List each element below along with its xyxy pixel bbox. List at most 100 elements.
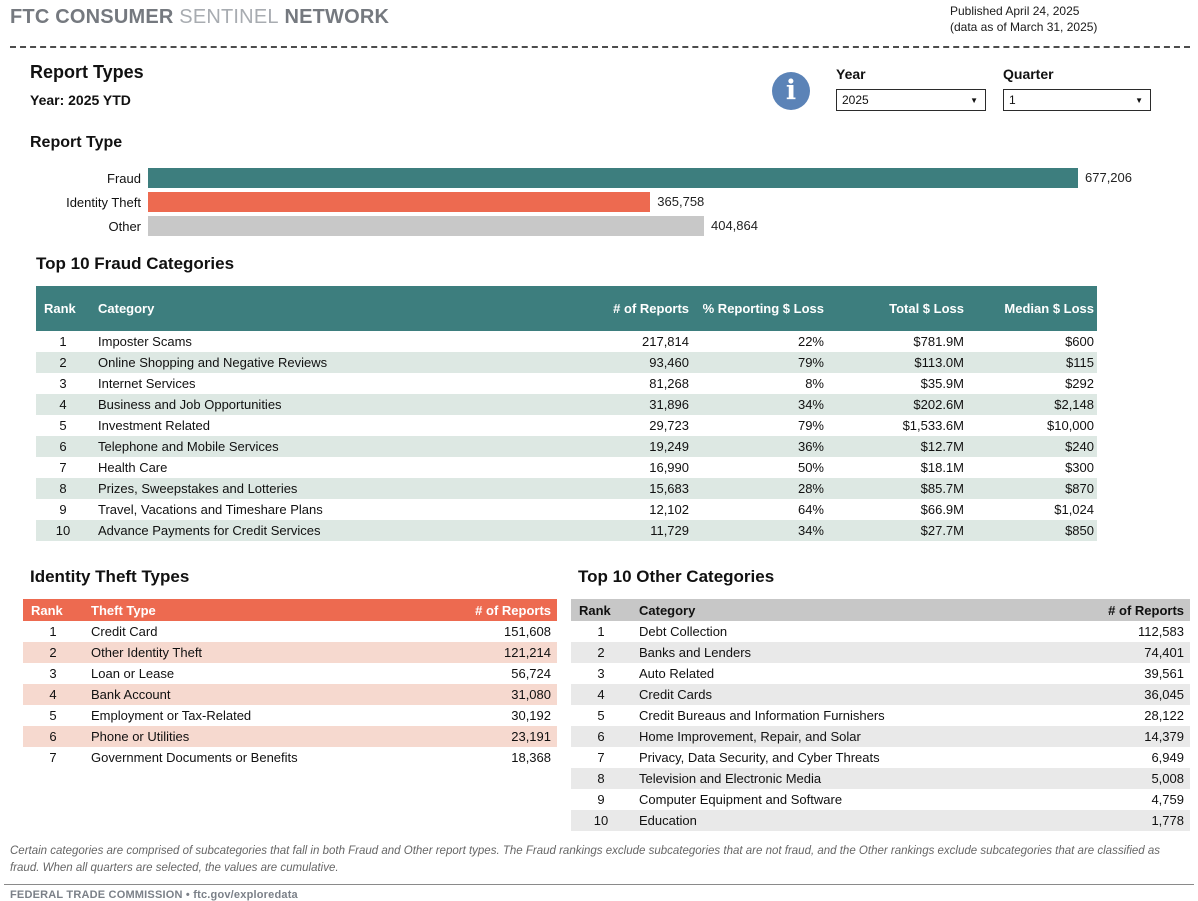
table-cell: Banks and Lenders bbox=[639, 645, 752, 660]
info-icon[interactable] bbox=[772, 72, 810, 110]
table-cell: Government Documents or Benefits bbox=[91, 750, 298, 765]
table-cell: Other Identity Theft bbox=[91, 645, 203, 660]
table-cell: 81,268 bbox=[649, 376, 689, 391]
table-cell: $12.7M bbox=[920, 439, 964, 454]
table-row[interactable]: 10 Education 1,778 bbox=[571, 810, 1190, 831]
bar-value-label: 365,758 bbox=[657, 194, 705, 209]
year-select[interactable]: 2025 ▼ bbox=[836, 89, 986, 111]
identity-theft-section: Identity Theft Types Rank Theft Type # of … bbox=[23, 567, 557, 831]
table-row[interactable]: 7 Government Documents or Benefits 18,368 bbox=[23, 747, 557, 768]
table-cell: 28,122 bbox=[1144, 708, 1184, 723]
table-cell: 6,949 bbox=[1151, 750, 1184, 765]
table-header-row: Rank Category # of Reports bbox=[571, 599, 1190, 621]
table-row[interactable]: 9 Computer Equipment and Software 4,759 bbox=[571, 789, 1190, 810]
table-cell: $66.9M bbox=[920, 502, 964, 517]
column-header: Theft Type bbox=[91, 602, 156, 618]
table-row[interactable]: 1 Debt Collection 112,583 bbox=[571, 621, 1190, 642]
table-cell: 9 bbox=[597, 792, 605, 807]
table-cell: 1 bbox=[49, 624, 57, 639]
table-cell: 4 bbox=[49, 687, 57, 702]
table-row[interactable]: 7 Health Care 16,990 50% $18.1M $300 bbox=[36, 457, 1097, 478]
column-header: Category bbox=[98, 301, 155, 316]
table-row[interactable]: 6 Phone or Utilities 23,191 bbox=[23, 726, 557, 747]
table-cell: $202.6M bbox=[913, 397, 964, 412]
table-row[interactable]: 2 Online Shopping and Negative Reviews 93,… bbox=[36, 352, 1097, 373]
quarter-select[interactable]: 1 ▼ bbox=[1003, 89, 1151, 111]
other-categories-table: Rank Category # of Reports 1 Debt Collectio… bbox=[571, 599, 1190, 831]
table-row[interactable]: 4 Credit Cards 36,045 bbox=[571, 684, 1190, 705]
table-cell: 7 bbox=[49, 750, 57, 765]
table-cell: 1 bbox=[59, 334, 67, 349]
table-cell: Auto Related bbox=[639, 666, 715, 681]
table-cell: 6 bbox=[59, 439, 67, 454]
table-cell: Imposter Scams bbox=[98, 334, 192, 349]
bar-other[interactable] bbox=[148, 216, 704, 236]
column-header: # of Reports bbox=[1108, 602, 1184, 618]
table-cell: 15,683 bbox=[649, 481, 689, 496]
table-cell: $850 bbox=[1065, 523, 1094, 538]
table-cell: 16,990 bbox=[649, 460, 689, 475]
table-row[interactable]: 3 Internet Services 81,268 8% $35.9M $292 bbox=[36, 373, 1097, 394]
table-row[interactable]: 5 Employment or Tax-Related 30,192 bbox=[23, 705, 557, 726]
table-cell: $1,533.6M bbox=[902, 418, 964, 433]
table-row[interactable]: 10 Advance Payments for Credit Services 11… bbox=[36, 520, 1097, 541]
table-cell: $27.7M bbox=[920, 523, 964, 538]
bar-row: Fraud 677,206 bbox=[10, 168, 1198, 188]
column-header: Rank bbox=[44, 301, 76, 316]
table-row[interactable]: 4 Bank Account 31,080 bbox=[23, 684, 557, 705]
bar-track: 404,864 bbox=[148, 216, 1078, 236]
table-cell: 4 bbox=[597, 687, 605, 702]
table-row[interactable]: 6 Home Improvement, Repair, and Solar 14,3… bbox=[571, 726, 1190, 747]
bottom-section: Identity Theft Types Rank Theft Type # of … bbox=[0, 567, 1198, 831]
table-cell: $85.7M bbox=[920, 481, 964, 496]
table-cell: Privacy, Data Security, and Cyber Threat… bbox=[639, 750, 880, 765]
brand-part-ftc-consumer: FTC CONSUMER bbox=[10, 6, 174, 28]
table-row[interactable]: 3 Auto Related 39,561 bbox=[571, 663, 1190, 684]
top-header: FTC CONSUMER SENTINEL NETWORK Published … bbox=[0, 0, 1198, 46]
table-row[interactable]: 8 Television and Electronic Media 5,008 bbox=[571, 768, 1190, 789]
chevron-down-icon: ▼ bbox=[1135, 95, 1143, 105]
table-cell: 23,191 bbox=[511, 729, 551, 744]
header-divider bbox=[10, 46, 1190, 48]
table-cell: 28% bbox=[797, 481, 824, 496]
table-cell: 6 bbox=[597, 729, 605, 744]
report-type-bar-chart: Fraud 677,206 Identity Theft 365,758 Other 40… bbox=[10, 168, 1198, 236]
table-row[interactable]: 4 Business and Job Opportunities 31,896 34%… bbox=[36, 394, 1097, 415]
table-row[interactable]: 1 Imposter Scams 217,814 22% $781.9M $600 bbox=[36, 331, 1097, 352]
table-row[interactable]: 6 Telephone and Mobile Services 19,249 36% $… bbox=[36, 436, 1097, 457]
bar-identity-theft[interactable] bbox=[148, 192, 651, 212]
controls-row: Report Types Year: 2025 YTD Year 2025 ▼ … bbox=[0, 48, 1198, 130]
table-cell: 31,080 bbox=[511, 687, 551, 702]
identity-theft-table: Rank Theft Type # of Reports 1 Credit Card 1… bbox=[23, 599, 557, 768]
column-header: Rank bbox=[579, 602, 611, 618]
fraud-table-title: Top 10 Fraud Categories bbox=[36, 254, 235, 273]
footer-divider bbox=[4, 884, 1194, 885]
table-row[interactable]: 8 Prizes, Sweepstakes and Lotteries 15,683… bbox=[36, 478, 1097, 499]
table-cell: 6 bbox=[49, 729, 57, 744]
year-ytd-subtitle: Year: 2025 YTD bbox=[30, 92, 131, 108]
table-row[interactable]: 7 Privacy, Data Security, and Cyber Threa… bbox=[571, 747, 1190, 768]
column-header: Median $ Loss bbox=[1004, 301, 1094, 316]
table-cell: 29,723 bbox=[649, 418, 689, 433]
table-cell: 151,608 bbox=[504, 624, 551, 639]
identity-table-title: Identity Theft Types bbox=[30, 567, 190, 586]
table-cell: Investment Related bbox=[98, 418, 211, 433]
table-cell: $2,148 bbox=[1054, 397, 1094, 412]
table-row[interactable]: 1 Credit Card 151,608 bbox=[23, 621, 557, 642]
page-title: Report Types bbox=[30, 62, 144, 82]
table-row[interactable]: 2 Banks and Lenders 74,401 bbox=[571, 642, 1190, 663]
table-row[interactable]: 5 Credit Bureaus and Information Furnishe… bbox=[571, 705, 1190, 726]
table-cell: 18,368 bbox=[511, 750, 551, 765]
bar-category-label: Other bbox=[108, 218, 141, 234]
table-row[interactable]: 5 Investment Related 29,723 79% $1,533.6M $10… bbox=[36, 415, 1097, 436]
brand-part-sentinel: SENTINEL bbox=[179, 6, 279, 28]
year-filter-label: Year bbox=[836, 66, 866, 82]
table-cell: $18.1M bbox=[920, 460, 964, 475]
table-row[interactable]: 2 Other Identity Theft 121,214 bbox=[23, 642, 557, 663]
table-row[interactable]: 9 Travel, Vacations and Timeshare Plans 12… bbox=[36, 499, 1097, 520]
table-cell: 4 bbox=[59, 397, 67, 412]
table-row[interactable]: 3 Loan or Lease 56,724 bbox=[23, 663, 557, 684]
table-cell: 8% bbox=[805, 376, 824, 391]
table-cell: 5 bbox=[49, 708, 57, 723]
bar-fraud[interactable] bbox=[148, 168, 1078, 188]
